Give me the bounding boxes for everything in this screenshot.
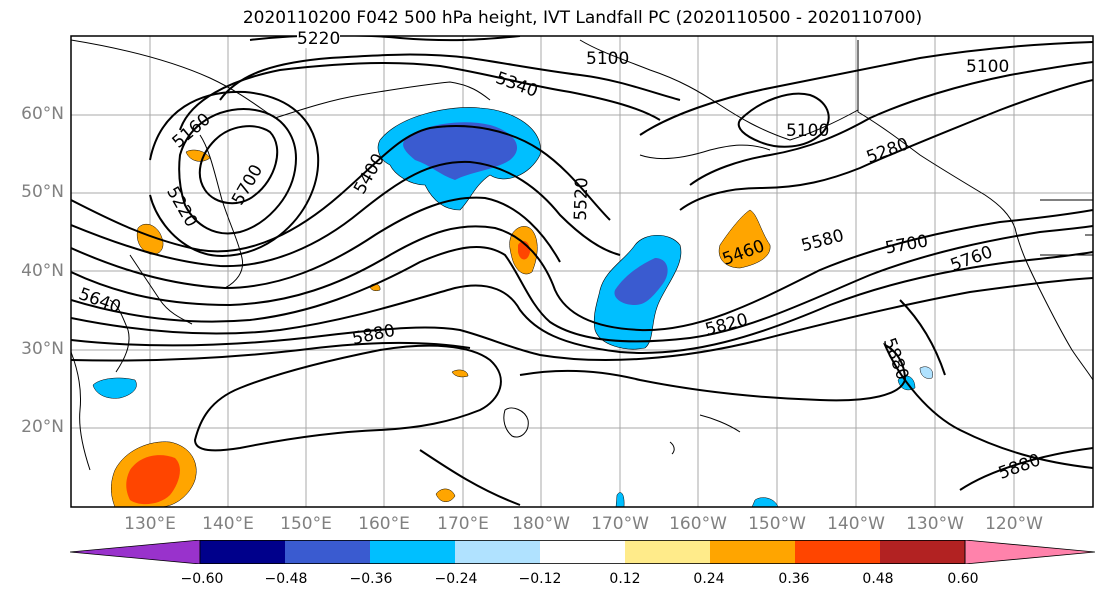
- contour-label: 5220: [297, 29, 341, 49]
- contour-label: 5100: [586, 49, 630, 69]
- lon-label-160e: 160°E: [358, 514, 410, 534]
- colorbar-tick: 0.48: [862, 571, 894, 587]
- colorbar-tick: −0.36: [349, 571, 393, 587]
- colorbar-tick: 0.36: [778, 571, 810, 587]
- colorbar-tick: 0.24: [693, 571, 725, 587]
- colorbar-tick: −0.60: [180, 571, 224, 587]
- lat-label-40n: 40°N: [21, 261, 64, 281]
- lon-label-150e: 150°E: [280, 514, 332, 534]
- colorbar-segment: [880, 540, 966, 564]
- lat-label-60n: 60°N: [21, 104, 64, 124]
- lat-label-30n: 30°N: [21, 339, 64, 359]
- lat-label-50n: 50°N: [21, 182, 64, 202]
- lon-label-130e: 130°E: [124, 514, 176, 534]
- lon-label-180w: 180°W: [512, 514, 570, 534]
- lon-label-130w: 130°W: [906, 514, 964, 534]
- contour-label: 5100: [786, 121, 830, 141]
- colorbar-segment: [795, 540, 881, 564]
- colorbar-segment: [710, 540, 796, 564]
- colorbar-segment: [200, 540, 286, 564]
- colorbar-tick: 0.12: [609, 571, 641, 587]
- colorbar-segment: [540, 540, 626, 564]
- colorbar-segment: [285, 540, 371, 564]
- colorbar: [70, 540, 1095, 564]
- ivt-shading: [92, 107, 933, 507]
- colorbar-outline: [199, 540, 966, 564]
- lon-label-170w: 170°W: [591, 514, 649, 534]
- colorbar-extend-min: [70, 540, 201, 564]
- colorbar-tick: −0.12: [518, 571, 562, 587]
- colorbar-segment: [370, 540, 456, 564]
- map-border: [70, 35, 1094, 508]
- colorbar-tick: −0.48: [264, 571, 308, 587]
- lon-label-140w: 140°W: [827, 514, 885, 534]
- contour-label: 5520: [570, 177, 593, 221]
- lon-label-140e: 140°E: [202, 514, 254, 534]
- lon-label-150w: 150°W: [748, 514, 806, 534]
- lat-label-20n: 20°N: [21, 417, 64, 437]
- ivt-positive-region-east-pacific: [718, 209, 771, 269]
- colorbar-tick: 0.60: [947, 571, 979, 587]
- colorbar-segment: [625, 540, 711, 564]
- contour-label: 5100: [966, 57, 1010, 77]
- lon-label-120w: 120°W: [985, 514, 1043, 534]
- coastlines: [71, 39, 1093, 471]
- lon-label-160w: 160°W: [669, 514, 727, 534]
- lon-label-170e: 170°E: [437, 514, 489, 534]
- height-contours: [71, 36, 1093, 506]
- colorbar-segment: [455, 540, 541, 564]
- colorbar-extend-max: [964, 540, 1095, 564]
- colorbar-tick: −0.24: [434, 571, 478, 587]
- map-title: 2020110200 F042 500 hPa height, IVT Land…: [242, 8, 923, 28]
